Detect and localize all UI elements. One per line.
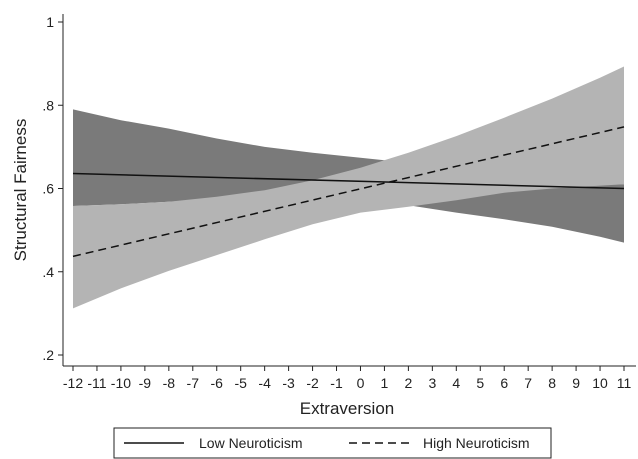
- y-tick-label: .4: [42, 264, 54, 280]
- legend-label-low-neuroticism: Low Neuroticism: [199, 435, 302, 451]
- x-axis-ticks: -12 -11 -10 -9 -8 -7 -6 -5 -4 -3 -2 -1 0 1 2 3 4 5 6 7 8 9 10 1…: [63, 366, 632, 391]
- x-tick-label: 3: [428, 375, 436, 391]
- x-tick-label: -2: [306, 375, 319, 391]
- x-tick-label: 2: [404, 375, 412, 391]
- series-line-low-neuroticism: [72, 172, 625, 190]
- x-axis-title: Extraversion: [300, 399, 394, 418]
- x-tick-label: 5: [476, 375, 484, 391]
- x-tick-label: 4: [452, 375, 460, 391]
- x-tick-label: 0: [357, 375, 365, 391]
- x-tick-label: 8: [548, 375, 556, 391]
- y-tick-label: .6: [42, 181, 54, 197]
- x-tick-label: 9: [572, 375, 580, 391]
- x-tick-label: -1: [330, 375, 343, 391]
- x-tick-label: -6: [211, 375, 224, 391]
- legend: Low Neuroticism High Neuroticism: [113, 427, 552, 459]
- plot-area: .2.4.6.81 -12 -11 -10 -9 -8 -7 -6 -5 -4 -3 -2 -1 0 1 2…: [42, 14, 636, 391]
- x-tick-label: 1: [381, 375, 389, 391]
- x-tick-label: 6: [500, 375, 508, 391]
- x-tick-label: 11: [617, 375, 632, 391]
- series-lines: [72, 126, 625, 258]
- x-tick-label: 10: [592, 375, 608, 391]
- x-tick-label: -5: [234, 375, 247, 391]
- y-tick-label: 1: [46, 14, 54, 30]
- x-tick-label: -3: [282, 375, 295, 391]
- x-tick-label: -9: [139, 375, 152, 391]
- legend-box: [113, 427, 552, 459]
- x-tick-label: -7: [187, 375, 200, 391]
- y-axis-title: Structural Fairness: [11, 119, 30, 262]
- x-tick-label: -4: [258, 375, 271, 391]
- y-tick-label: .2: [42, 347, 54, 363]
- x-tick-label: -8: [163, 375, 176, 391]
- x-tick-label: -12: [63, 375, 83, 391]
- ci-band-high-neuroticism: [73, 66, 624, 309]
- series-line-high-neuroticism: [72, 126, 625, 258]
- y-tick-label: .8: [42, 97, 54, 113]
- legend-label-high-neuroticism: High Neuroticism: [423, 435, 530, 451]
- x-tick-label: 7: [524, 375, 532, 391]
- x-tick-label: -11: [87, 375, 106, 391]
- x-tick-label: -10: [111, 375, 131, 391]
- y-axis-ticks: .2 .4 .6 .8 1: [42, 14, 63, 363]
- confidence-bands: [73, 66, 624, 309]
